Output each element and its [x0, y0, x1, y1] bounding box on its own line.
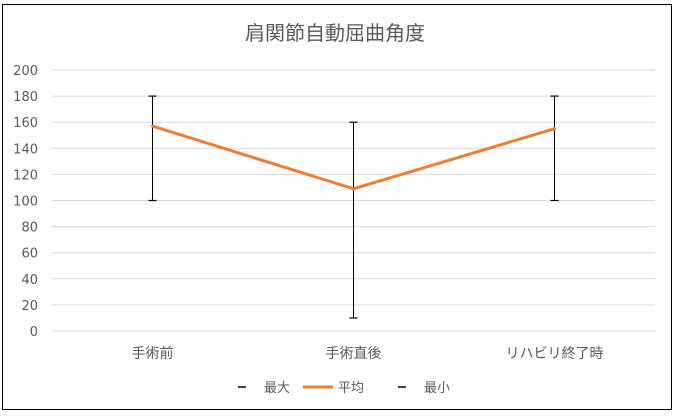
- chart-title: 肩関節自動屈曲角度: [245, 21, 425, 45]
- series-lines: [151, 124, 556, 191]
- y-tick-label: 140: [13, 142, 38, 157]
- y-tick-label: 60: [21, 247, 38, 262]
- x-category-label: リハビリ終了時: [506, 346, 604, 362]
- y-tick-label: 0: [30, 325, 38, 340]
- average-line: [151, 124, 556, 191]
- y-tick-label: 40: [21, 273, 38, 288]
- y-tick-label: 80: [21, 221, 38, 236]
- min-max-range-bars: [148, 95, 559, 319]
- legend-label: 最小: [424, 381, 450, 396]
- legend: 最大 平均 最小: [238, 381, 450, 396]
- x-category-label: 手術直後: [326, 345, 382, 362]
- y-tick-label: 20: [21, 299, 38, 314]
- legend-label: 最大: [264, 381, 290, 396]
- legend-label: 平均: [338, 381, 364, 396]
- y-tick-label: 160: [13, 116, 38, 131]
- y-tick-label: 120: [13, 168, 38, 183]
- y-axis-ticks: 0 20 40 60 80 100 120 140 160 180 200: [13, 64, 38, 340]
- x-category-label: 手術前: [132, 345, 174, 362]
- y-tick-label: 100: [13, 195, 38, 210]
- y-tick-label: 180: [13, 90, 38, 105]
- y-tick-label: 200: [13, 64, 38, 79]
- x-axis-categories: 手術前 手術直後 リハビリ終了時: [132, 345, 604, 362]
- chart-frame: [2, 4, 672, 410]
